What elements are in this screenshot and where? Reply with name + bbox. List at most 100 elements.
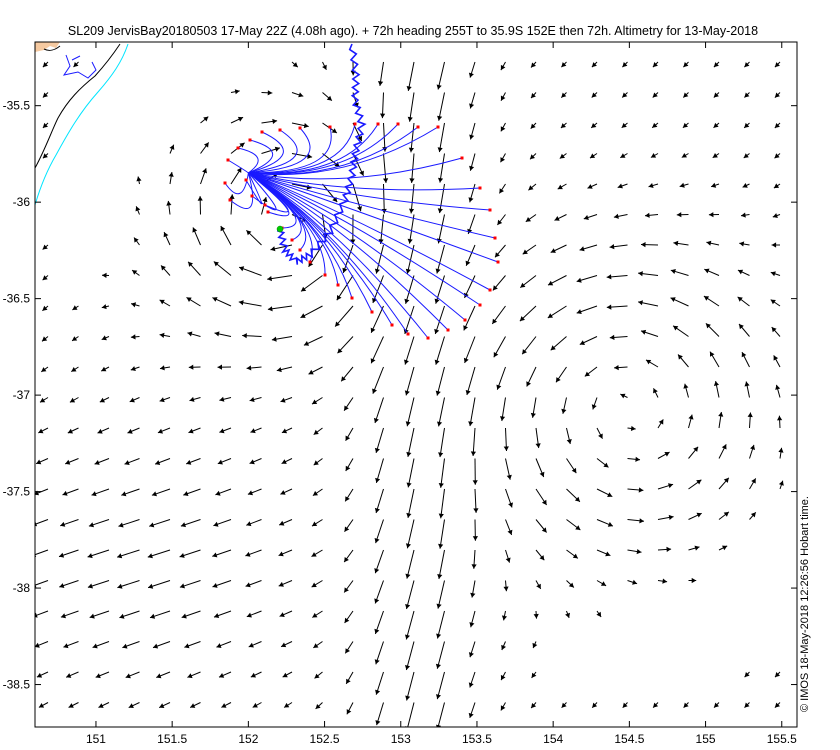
- current-arrow: [404, 336, 415, 365]
- current-arrow: [405, 610, 415, 640]
- current-arrowhead: [124, 460, 130, 465]
- current-arrowhead: [772, 213, 778, 218]
- current-arrowhead: [773, 355, 779, 361]
- forecast-path: [229, 172, 254, 210]
- current-arrow: [409, 214, 415, 244]
- current-arrowhead: [465, 260, 471, 266]
- current-arrow: [440, 458, 445, 488]
- forecast-endpoint: [446, 328, 450, 332]
- current-arrowhead: [505, 557, 511, 563]
- current-arrowhead: [214, 613, 220, 618]
- current-arrowhead: [591, 123, 597, 128]
- current-arrowhead: [42, 153, 48, 159]
- current-arrowhead: [156, 673, 162, 679]
- current-arrowhead: [622, 92, 628, 98]
- current-arrow: [35, 519, 49, 525]
- current-arrowhead: [204, 142, 209, 148]
- forecast-endpoint: [478, 186, 482, 190]
- forecast-endpoint: [223, 181, 227, 185]
- current-arrowhead: [530, 412, 536, 418]
- current-arrowhead: [774, 123, 780, 128]
- current-arrowhead: [463, 325, 468, 331]
- current-arrowhead: [682, 122, 688, 128]
- current-arrowhead: [313, 460, 319, 466]
- current-arrowhead: [744, 122, 750, 128]
- current-arrowhead: [676, 212, 682, 218]
- current-arrowhead: [683, 62, 689, 68]
- current-arrowhead: [468, 712, 474, 718]
- current-arrowhead: [519, 316, 525, 322]
- current-arrowhead: [438, 543, 444, 549]
- current-arrowhead: [539, 471, 545, 477]
- x-tick-label: 155: [696, 732, 716, 746]
- current-arrowhead: [375, 477, 381, 483]
- current-arrowhead: [559, 153, 565, 159]
- current-arrowhead: [536, 583, 541, 589]
- current-arrow: [342, 244, 354, 274]
- current-arrowhead: [326, 95, 332, 101]
- current-arrowhead: [600, 581, 607, 586]
- current-arrowhead: [492, 318, 498, 324]
- forecast-endpoint: [290, 238, 294, 242]
- current-arrowhead: [712, 153, 718, 158]
- current-arrowhead: [274, 146, 280, 152]
- current-arrowhead: [342, 267, 348, 273]
- current-arrowhead: [281, 428, 288, 434]
- current-arrowhead: [372, 297, 377, 303]
- current-arrowhead: [670, 297, 676, 302]
- y-axis: -35.5 -36 -36.5 -37 -37.5 -38 -38.5: [3, 99, 797, 692]
- current-arrowhead: [331, 128, 337, 133]
- current-arrow: [440, 488, 445, 519]
- current-arrowhead: [744, 381, 750, 387]
- current-arrowhead: [550, 248, 556, 253]
- y-tick-label: -37.5: [3, 485, 31, 499]
- current-arrowhead: [554, 216, 560, 221]
- current-arrowhead: [591, 92, 597, 98]
- forecast-paths: [224, 123, 499, 339]
- current-arrowhead: [576, 309, 582, 314]
- current-arrowhead: [187, 673, 193, 679]
- forecast-path: [248, 172, 449, 331]
- current-arrowhead: [42, 62, 48, 68]
- current-arrowhead: [673, 325, 679, 331]
- forecast-endpoint: [278, 128, 282, 132]
- current-arrowhead: [375, 689, 381, 695]
- current-arrowhead: [72, 336, 78, 341]
- current-arrow: [406, 671, 415, 701]
- current-arrowhead: [591, 62, 597, 68]
- current-arrowhead: [714, 702, 719, 708]
- current-arrowhead: [404, 359, 409, 365]
- forecast-endpoint: [353, 122, 357, 126]
- current-arrowhead: [307, 153, 313, 159]
- current-arrowhead: [373, 417, 379, 423]
- current-arrowhead: [344, 526, 350, 532]
- current-arrowhead: [522, 249, 528, 255]
- current-arrowhead: [501, 644, 506, 650]
- current-arrowhead: [778, 480, 784, 486]
- current-arrowhead: [215, 490, 221, 496]
- credit-text: © IMOS 18-May-2018 12:26:56 Hobart time.: [799, 496, 811, 712]
- current-arrowhead: [737, 296, 743, 302]
- current-arrowhead: [346, 709, 352, 715]
- current-arrowhead: [468, 197, 474, 203]
- current-arrowhead: [125, 673, 131, 679]
- forecast-endpoint: [228, 198, 232, 202]
- current-arrowhead: [566, 439, 572, 444]
- forecast-path: [248, 157, 463, 180]
- forecast-endpoint: [350, 296, 354, 300]
- current-arrowhead: [212, 552, 218, 558]
- current-arrowhead: [739, 324, 744, 330]
- current-arrowhead: [380, 113, 386, 119]
- current-arrowhead: [508, 502, 513, 508]
- current-arrowhead: [312, 612, 318, 618]
- current-arrowhead: [520, 282, 526, 288]
- current-arrowhead: [607, 492, 613, 497]
- current-arrow: [436, 671, 445, 700]
- current-arrowhead: [163, 232, 169, 238]
- current-arrowhead: [497, 219, 503, 225]
- current-arrowhead: [245, 551, 251, 557]
- current-arrowhead: [279, 612, 285, 617]
- current-arrowhead: [670, 269, 676, 274]
- forecast-path: [248, 123, 399, 175]
- forecast-endpoint: [266, 210, 270, 214]
